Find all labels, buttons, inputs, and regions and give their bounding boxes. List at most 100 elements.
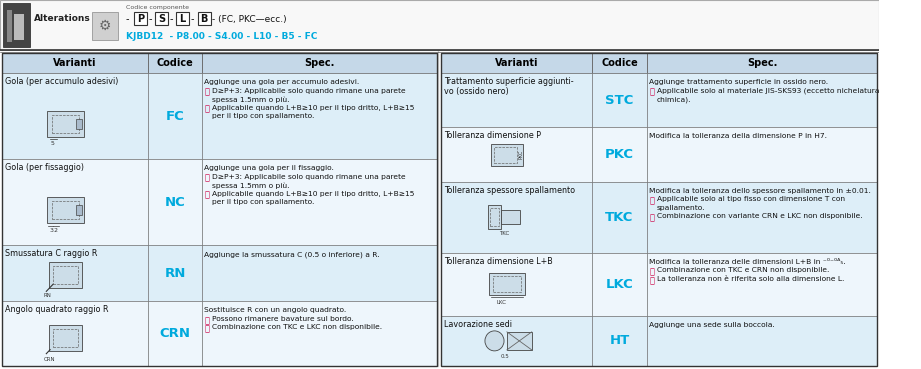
Bar: [2, 245, 148, 301]
Text: Combinazione con variante CRN e LKC non disponibile.: Combinazione con variante CRN e LKC non …: [657, 213, 862, 219]
Bar: [49, 325, 82, 351]
Text: Alterations: Alterations: [34, 14, 91, 23]
Bar: [441, 316, 592, 366]
Text: ⓘ: ⓘ: [649, 268, 654, 276]
Text: Angolo quadrato raggio R: Angolo quadrato raggio R: [5, 306, 109, 314]
Bar: [592, 253, 647, 316]
Text: Aggiunge trattamento superficie in ossido nero.: Aggiunge trattamento superficie in ossid…: [649, 79, 828, 85]
Text: P: P: [136, 14, 144, 24]
Circle shape: [485, 331, 504, 351]
Bar: [488, 206, 501, 230]
Text: 2: 2: [53, 228, 58, 233]
Text: TKC: TKC: [605, 211, 634, 224]
Text: Aggiunge una gola per il fissaggio.: Aggiunge una gola per il fissaggio.: [204, 165, 334, 171]
Bar: [647, 73, 878, 127]
Text: 5: 5: [51, 141, 55, 146]
Bar: [148, 53, 203, 73]
Text: - (FC, PKC—ecc.): - (FC, PKC—ecc.): [212, 14, 286, 24]
Bar: [15, 14, 24, 40]
Text: STC: STC: [605, 94, 634, 107]
Text: spessa 1.5mm o più.: spessa 1.5mm o più.: [212, 96, 289, 103]
Text: L: L: [180, 14, 185, 24]
Bar: [2, 53, 437, 366]
Bar: [203, 245, 437, 301]
Text: La tolleranza non è riferita solo alla dimensione L.: La tolleranza non è riferita solo alla d…: [657, 276, 845, 282]
Bar: [76, 205, 82, 215]
Text: Applicabile quando L+B≥10 per il tipo dritto, L+B≥15: Applicabile quando L+B≥10 per il tipo dr…: [212, 104, 414, 110]
Text: Ⓟ: Ⓟ: [204, 87, 209, 97]
Text: Combinazione con TKC e CRN non disponibile.: Combinazione con TKC e CRN non disponibi…: [657, 268, 829, 273]
Bar: [2, 159, 148, 245]
Text: Trattamento superficie aggiunti-
vo (ossido nero): Trattamento superficie aggiunti- vo (oss…: [444, 77, 574, 96]
Bar: [592, 127, 647, 182]
Text: FC: FC: [166, 110, 184, 123]
Bar: [441, 182, 592, 253]
Text: PKC: PKC: [519, 150, 523, 159]
Bar: [490, 208, 499, 227]
Bar: [441, 127, 592, 182]
Text: Modifica la tolleranza della dimensione P in H7.: Modifica la tolleranza della dimensione …: [649, 134, 827, 139]
Text: Ⓟ: Ⓟ: [204, 191, 209, 200]
Text: -: -: [191, 14, 194, 24]
Text: Spec.: Spec.: [747, 58, 777, 68]
Text: Tolleranza spessore spallamento: Tolleranza spessore spallamento: [444, 186, 575, 195]
Bar: [592, 316, 647, 366]
Text: 0.5: 0.5: [500, 354, 509, 359]
Text: -: -: [169, 14, 173, 24]
Text: -: -: [126, 14, 130, 24]
Text: Aggiunge la smussatura C (0.5 o inferiore) a R.: Aggiunge la smussatura C (0.5 o inferior…: [204, 251, 380, 258]
Bar: [441, 53, 878, 366]
Bar: [647, 182, 878, 253]
Bar: [441, 53, 592, 73]
Bar: [0, 0, 880, 50]
Text: Gola (per accumulo adesivi): Gola (per accumulo adesivi): [5, 77, 118, 86]
Bar: [2, 301, 148, 366]
Bar: [203, 73, 437, 159]
Text: HT: HT: [610, 334, 630, 347]
Text: Aggiunge una sede sulla boccola.: Aggiunge una sede sulla boccola.: [649, 322, 775, 328]
Bar: [176, 12, 189, 25]
Text: 3: 3: [49, 228, 53, 233]
Bar: [49, 262, 82, 288]
Text: per il tipo con spallamento.: per il tipo con spallamento.: [212, 199, 314, 205]
Bar: [52, 115, 79, 133]
Text: Ⓟ: Ⓟ: [204, 104, 209, 114]
Bar: [2, 73, 148, 159]
Bar: [507, 332, 531, 350]
Bar: [53, 329, 77, 347]
Text: Aggiunge una gola per accumulo adesivi.: Aggiunge una gola per accumulo adesivi.: [204, 79, 359, 85]
Bar: [592, 182, 647, 253]
Text: Ⓟ: Ⓟ: [649, 276, 654, 285]
Text: Applicabile solo al materiale JIS-SKS93 (eccetto nichelatura: Applicabile solo al materiale JIS-SKS93 …: [657, 87, 880, 94]
Text: Sostituisce R con un angolo quadrato.: Sostituisce R con un angolo quadrato.: [204, 307, 346, 313]
Text: spallamento.: spallamento.: [657, 205, 705, 211]
Text: Spec.: Spec.: [305, 58, 335, 68]
Text: D≥P+3: Applicabile solo quando rimane una parete: D≥P+3: Applicabile solo quando rimane un…: [212, 174, 405, 180]
Bar: [92, 12, 119, 40]
Bar: [441, 73, 592, 127]
Bar: [76, 119, 82, 129]
Text: Lavorazione sedi: Lavorazione sedi: [444, 320, 512, 329]
Bar: [148, 159, 203, 245]
Text: ⓘ: ⓘ: [204, 324, 209, 333]
Bar: [592, 53, 647, 73]
Bar: [493, 276, 521, 292]
Bar: [441, 253, 592, 316]
Text: Ⓟ: Ⓟ: [204, 174, 209, 183]
Text: per il tipo con spallamento.: per il tipo con spallamento.: [212, 113, 314, 119]
Text: Ⓟ: Ⓟ: [204, 316, 209, 325]
Text: RN: RN: [165, 267, 186, 280]
Text: Tolleranza dimensione L+B: Tolleranza dimensione L+B: [444, 257, 553, 266]
Bar: [647, 316, 878, 366]
Text: RN: RN: [43, 293, 52, 299]
Text: ⓘ: ⓘ: [649, 213, 654, 223]
Bar: [647, 253, 878, 316]
Text: Ⓟ: Ⓟ: [649, 196, 654, 205]
Bar: [203, 301, 437, 366]
Bar: [203, 159, 437, 245]
Text: Varianti: Varianti: [495, 58, 538, 68]
Text: LKC: LKC: [606, 278, 634, 291]
Bar: [52, 201, 79, 219]
Text: PKC: PKC: [605, 148, 634, 161]
Bar: [489, 273, 525, 295]
